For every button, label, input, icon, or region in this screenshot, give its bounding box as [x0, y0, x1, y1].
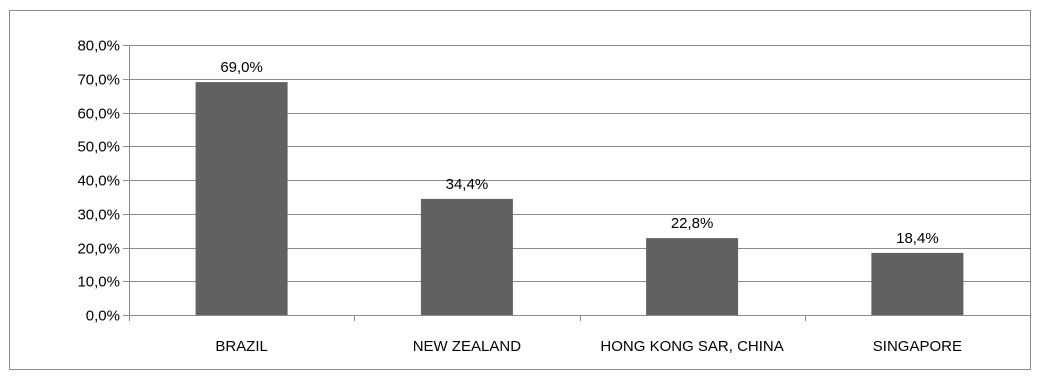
y-tick-label: 60,0%: [77, 106, 120, 123]
bar: [646, 238, 738, 315]
bar: [196, 82, 288, 315]
bar-value-label: 18,4%: [896, 230, 939, 247]
bar-value-label: 22,8%: [671, 215, 714, 232]
y-tick-label: 10,0%: [77, 274, 120, 291]
bar-value-label: 34,4%: [446, 176, 489, 193]
bar: [421, 199, 513, 315]
x-category-label: SINGAPORE: [873, 338, 962, 355]
bars: [196, 82, 964, 315]
y-tick-label: 0,0%: [86, 308, 120, 325]
y-tick-label: 50,0%: [77, 139, 120, 156]
x-category-label: NEW ZEALAND: [413, 338, 522, 355]
y-tick-label: 20,0%: [77, 241, 120, 258]
x-category-label: HONG KONG SAR, CHINA: [600, 338, 783, 355]
y-tick-label: 30,0%: [77, 207, 120, 224]
y-tick-label: 40,0%: [77, 173, 120, 190]
x-category-label: BRAZIL: [215, 338, 268, 355]
y-tick-label: 70,0%: [77, 72, 120, 89]
y-tick-label: 80,0%: [77, 38, 120, 55]
bar: [871, 253, 963, 315]
bar-value-label: 69,0%: [220, 59, 263, 76]
